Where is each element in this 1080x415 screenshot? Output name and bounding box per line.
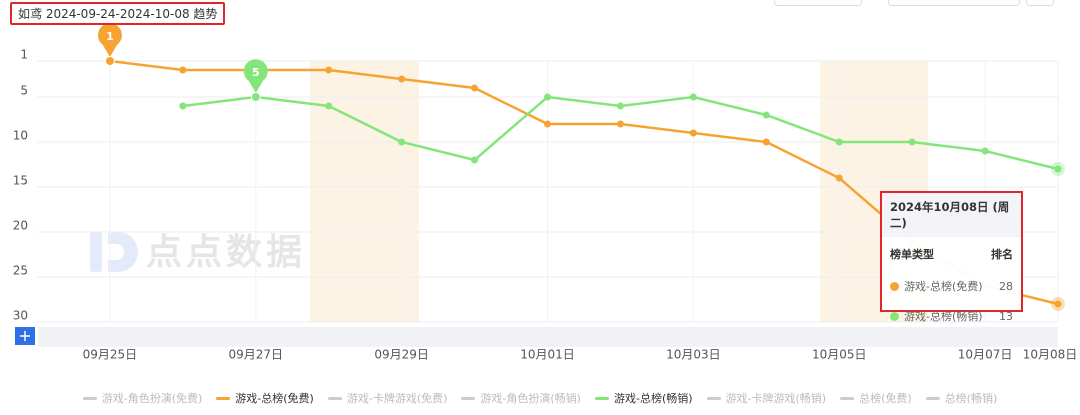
tooltip-name: 游戏-总榜(免费) <box>904 280 983 293</box>
legend-label: 总榜(畅销) <box>944 392 998 405</box>
legend-item[interactable]: 总榜(畅销) <box>925 390 998 406</box>
legend-item[interactable]: 游戏-总榜(畅销) <box>594 390 693 406</box>
point <box>689 129 697 137</box>
legend-item[interactable]: 游戏-卡牌游戏(畅销) <box>706 390 827 406</box>
plus-icon <box>20 331 30 341</box>
tooltip-series: 游戏-总榜(免费) <box>890 278 983 294</box>
legend-label: 游戏-角色扮演(免费) <box>101 392 203 405</box>
legend-swatch <box>82 396 97 400</box>
point <box>762 138 770 146</box>
legend-swatch <box>840 396 855 400</box>
tooltip-header: 排名 <box>991 248 1013 261</box>
y-tick-label: 30 <box>13 309 28 323</box>
point <box>325 102 333 110</box>
point <box>544 120 551 128</box>
tooltip-dot <box>890 281 899 291</box>
tooltip-row: 游戏-总榜(免费) 28 <box>882 271 1021 301</box>
x-tick-label: 09月27日 <box>229 348 284 362</box>
y-tick-label: 1 <box>20 48 28 62</box>
point <box>104 56 115 66</box>
point <box>616 120 624 128</box>
zoom-slider[interactable] <box>38 327 1058 347</box>
y-tick-label: 25 <box>13 264 28 278</box>
point <box>616 102 624 110</box>
y-tick-label: 15 <box>13 174 28 188</box>
x-tick-label: 10月03日 <box>666 348 721 362</box>
point <box>544 93 551 101</box>
legend: 游戏-角色扮演(免费) 游戏-总榜(免费) 游戏-卡牌游戏(免费) 游戏-角色扮演(畅… <box>0 390 1080 406</box>
x-tick-label: 10月08日 <box>1023 348 1078 362</box>
point <box>179 66 187 74</box>
point <box>908 138 916 146</box>
legend-label: 游戏-角色扮演(畅销) <box>480 392 581 405</box>
point <box>981 147 989 155</box>
point <box>835 174 843 182</box>
point <box>1054 165 1062 173</box>
watermark: 点点数据 <box>146 232 306 273</box>
legend-swatch <box>594 396 609 400</box>
y-tick-label: 5 <box>20 84 28 98</box>
legend-swatch <box>461 396 476 400</box>
legend-label: 游戏-总榜(畅销) <box>613 392 693 405</box>
pin-label: 5 <box>252 66 260 79</box>
point <box>471 84 479 92</box>
legend-label: 游戏-卡牌游戏(畅销) <box>725 392 827 405</box>
x-tick-label: 10月05日 <box>812 348 867 362</box>
tooltip-value: 28 <box>999 279 1013 293</box>
y-tick-label: 10 <box>13 129 28 143</box>
legend-label: 游戏-总榜(免费) <box>235 392 314 405</box>
point <box>250 92 261 102</box>
x-tick-label: 09月29日 <box>374 348 429 362</box>
legend-swatch <box>327 396 342 400</box>
point <box>1054 300 1062 308</box>
legend-label: 游戏-卡牌游戏(免费) <box>346 392 448 405</box>
point <box>325 66 333 74</box>
x-tick-label: 10月01日 <box>520 348 575 362</box>
tooltip-name: 游戏-总榜(畅销) <box>904 310 983 323</box>
legend-item[interactable]: 总榜(免费) <box>840 390 912 406</box>
legend-swatch <box>925 396 940 400</box>
tooltip-date: 2024年10月08日 (周二) <box>882 193 1021 237</box>
y-tick-label: 20 <box>13 219 28 233</box>
button[interactable] <box>774 0 862 6</box>
point <box>179 102 187 110</box>
legend-item[interactable]: 游戏-卡牌游戏(免费) <box>327 390 448 406</box>
legend-label: 总榜(免费) <box>859 392 912 405</box>
legend-swatch <box>706 396 721 400</box>
pin <box>243 59 268 93</box>
tooltip-header: 榜单类型 <box>890 248 934 261</box>
point <box>762 111 770 119</box>
button[interactable] <box>1026 0 1054 6</box>
point <box>398 138 406 146</box>
legend-item[interactable]: 游戏-角色扮演(免费) <box>82 390 203 406</box>
point <box>398 75 406 83</box>
x-tick-label: 10月07日 <box>958 348 1013 362</box>
tooltip-row: 游戏-总榜(畅销) 13 <box>882 301 1021 331</box>
point <box>835 138 843 146</box>
legend-item[interactable]: 游戏-角色扮演(畅销) <box>461 390 581 406</box>
weekend-band <box>310 61 419 322</box>
tooltip-value: 13 <box>999 309 1013 323</box>
tooltip-series: 游戏-总榜(畅销) <box>890 308 983 324</box>
point <box>689 93 697 101</box>
legend-item[interactable]: 游戏-总榜(免费) <box>216 390 314 406</box>
button[interactable] <box>888 0 1020 6</box>
legend-swatch <box>216 396 231 400</box>
point <box>471 156 479 164</box>
pin-label: 1 <box>106 30 114 43</box>
tooltip: 2024年10月08日 (周二) 榜单类型 排名 游戏-总榜(免费) 28 游戏-总榜… <box>880 191 1023 323</box>
tooltip-dot <box>890 311 899 321</box>
chart-title: 如鸢 2024-09-24-2024-10-08 趋势 <box>10 2 226 25</box>
x-tick-label: 09月25日 <box>83 348 138 362</box>
pin <box>97 23 122 57</box>
watermark-logo <box>90 232 138 272</box>
